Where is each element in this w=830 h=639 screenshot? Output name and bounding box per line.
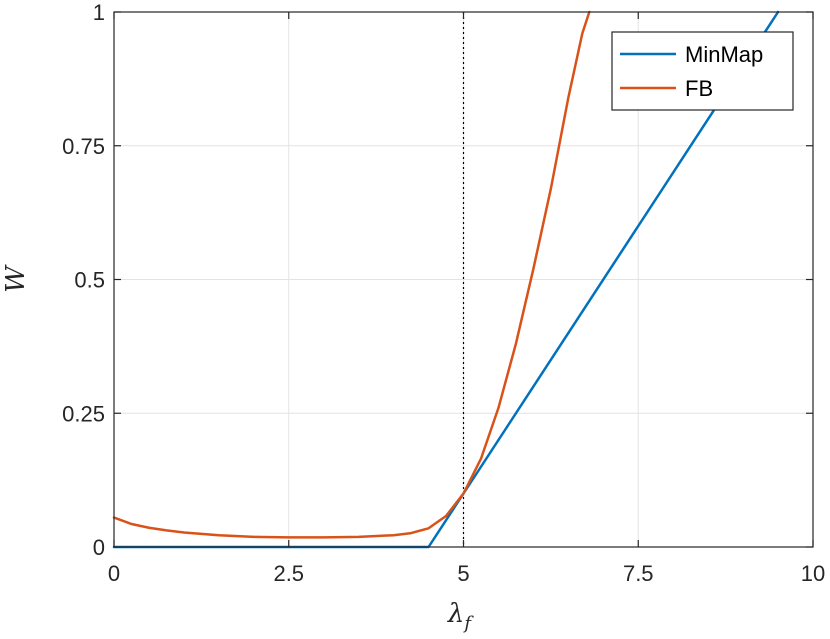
- y-tick-label: 0.75: [62, 134, 105, 159]
- y-tick-label: 0.5: [74, 268, 105, 293]
- x-tick-label: 0: [108, 561, 120, 586]
- x-tick-labels: 0 2.5 5 7.5 10: [108, 561, 825, 586]
- y-tick-label: 0.25: [62, 401, 105, 426]
- axis-ticks: [113, 11, 814, 548]
- y-tick-label: 0: [93, 535, 105, 560]
- x-tick-label: 2.5: [273, 561, 304, 586]
- legend-box: [611, 31, 794, 111]
- legend-label-minmap: MinMap: [685, 42, 763, 67]
- y-tick-label: 1: [93, 0, 105, 25]
- x-tick-label: 10: [801, 561, 825, 586]
- series-line-fb: [112, 10, 591, 539]
- y-axis-label: W: [1, 264, 31, 293]
- y-tick-labels: 0 0.25 0.5 0.75 1: [62, 0, 105, 560]
- x-axis-label-main: λ: [447, 599, 464, 629]
- x-axis-label: λf: [447, 599, 474, 634]
- x-tick-label: 7.5: [623, 561, 654, 586]
- x-axis-label-subscript: f: [462, 613, 474, 634]
- x-tick-label: 5: [457, 561, 469, 586]
- legend-label-fb: FB: [685, 76, 713, 101]
- legend: MinMap FB: [611, 31, 794, 111]
